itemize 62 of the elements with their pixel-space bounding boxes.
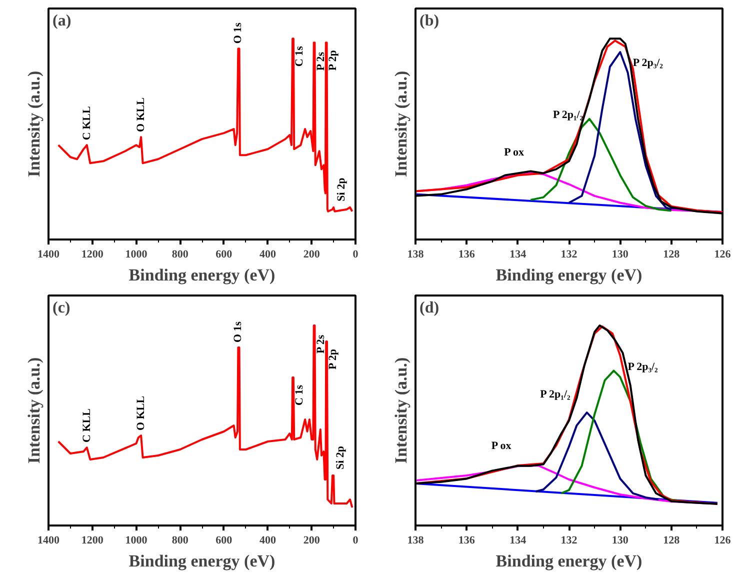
x-tick-label: 1200 — [81, 534, 104, 546]
y-axis-title: Intensity (a.u.) — [392, 357, 410, 464]
annotation: P ox — [504, 146, 525, 159]
annotation: C 1s — [294, 384, 306, 406]
x-tick-label: 128 — [663, 248, 680, 260]
annotation: C KLL — [80, 408, 93, 442]
x-tick-label: 136 — [458, 534, 476, 546]
annotation: Si 2p — [336, 178, 348, 202]
x-tick-label: 200 — [303, 534, 320, 546]
annotation: P 2s — [314, 51, 327, 71]
x-tick-label: 132 — [560, 248, 578, 260]
y-axis-title: Intensity (a.u.) — [24, 70, 44, 178]
chart-title: (c) — [52, 300, 70, 316]
x-tick-label: 138 — [407, 248, 424, 260]
annotation: P 2p₃/₂ — [628, 361, 659, 374]
x-tick-label: 134 — [510, 534, 527, 546]
annotation: P 2p — [326, 50, 339, 71]
x-tick-label: 130 — [612, 248, 629, 260]
x-tick-label: 600 — [216, 534, 233, 546]
x-tick-label: 130 — [612, 534, 629, 546]
x-tick-label: 128 — [663, 534, 680, 546]
annotation: C KLL — [80, 106, 93, 140]
annotation: P 2p₃/₂ — [632, 56, 664, 69]
x-tick-label: 400 — [260, 248, 277, 260]
x-tick-label: 800 — [172, 248, 189, 260]
x-axis-title: Binding energy (eV) — [128, 552, 276, 570]
x-tick-label: 136 — [458, 248, 476, 260]
y-axis-title: Intensity (a.u.) — [392, 70, 410, 178]
x-tick-label: 134 — [510, 248, 527, 260]
x-tick-label: 132 — [560, 534, 578, 546]
x-tick-label: 126 — [714, 248, 732, 260]
x-tick-label: 1400 — [38, 534, 60, 546]
x-tick-label: 0 — [352, 248, 359, 260]
annotation: P 2p₁/₂ — [540, 388, 572, 400]
x-tick-label: 1000 — [125, 534, 148, 546]
x-axis-title: Binding energy (eV) — [496, 552, 642, 570]
annotation: P 2s — [314, 334, 327, 354]
annotation: Si 2p — [334, 446, 346, 470]
chart-title: (a) — [52, 12, 72, 30]
y-axis-title: Intensity (a.u.) — [24, 357, 44, 464]
x-tick-label: 138 — [407, 534, 424, 546]
x-tick-label: 1000 — [125, 248, 148, 260]
annotation: O KLL — [135, 396, 148, 430]
annotation: O 1s — [232, 320, 244, 342]
chart-title: (b) — [420, 12, 440, 30]
x-axis-title: Binding energy (eV) — [128, 266, 276, 284]
x-tick-label: 600 — [216, 248, 233, 260]
x-tick-label: 1200 — [81, 248, 104, 260]
x-tick-label: 400 — [260, 534, 277, 546]
x-tick-label: 1400 — [38, 248, 60, 260]
x-tick-label: 200 — [303, 248, 320, 260]
x-tick-label: 126 — [714, 534, 732, 546]
annotation: C 1s — [294, 45, 306, 67]
annotation: P ox — [491, 440, 512, 452]
x-tick-label: 800 — [172, 534, 189, 546]
x-axis-title: Binding energy (eV) — [496, 266, 642, 284]
annotation: O 1s — [232, 22, 244, 44]
annotation: O KLL — [135, 98, 148, 132]
annotation: P 2p — [327, 349, 340, 370]
annotation: P 2p₁/₂ — [552, 109, 584, 122]
x-tick-label: 0 — [352, 534, 359, 546]
chart-title: (d) — [420, 300, 440, 316]
